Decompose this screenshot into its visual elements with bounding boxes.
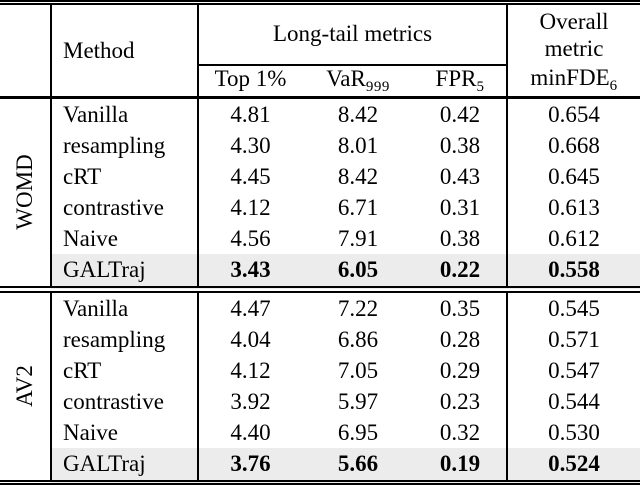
value-cell: 7.22 [337,295,379,321]
value-cell: 0.42 [439,101,481,127]
value-cell: 0.612 [506,223,640,255]
value-cell: 3.76 [197,448,302,483]
table-row-highlighted: GALTraj 3.43 6.05 0.22 0.558 [0,254,640,293]
value-cell: 0.19 [414,448,508,483]
value-cell: 8.01 [337,132,379,158]
value-cell: 0.38 [439,132,481,158]
table-row: Naive 4.56 7.91 0.38 0.612 [0,223,640,255]
table-row: contrastive 4.12 6.71 0.31 0.613 [0,192,640,224]
value-cell: 0.28 [439,327,481,352]
value-cell: 4.12 [197,192,302,224]
value-cell: 0.29 [439,357,481,383]
value-cell: 4.47 [197,289,302,325]
value-cell: 0.32 [439,419,481,445]
value-cell: 6.05 [302,254,414,293]
value-cell: 0.613 [506,192,640,224]
value-cell: 0.38 [439,225,481,251]
table-row-highlighted: GALTraj 3.76 5.66 0.19 0.524 [0,448,640,483]
value-cell: 0.35 [439,295,481,321]
value-cell: 0.547 [506,355,640,387]
value-cell: 7.91 [337,225,379,251]
table-row: resampling 4.30 8.01 0.38 0.668 [0,130,640,162]
value-cell: 6.71 [337,194,379,220]
value-cell: 0.571 [506,324,640,356]
value-cell: 4.45 [197,161,302,193]
table-row: resampling 4.04 6.86 0.28 0.571 [0,324,640,356]
table-row: WOMD Vanilla 4.81 8.42 0.42 0.654 [0,97,640,293]
method-cell: GALTraj [50,254,198,293]
column-header-top1: Top 1% [197,64,302,99]
method-cell: Vanilla [50,289,198,325]
group-label-womd: WOMD [0,97,51,293]
method-cell: Naive [50,417,198,449]
group-label-av2: AV2 [0,289,51,482]
method-cell: Vanilla [50,97,198,131]
value-cell: 0.524 [506,448,640,483]
value-cell: 8.42 [337,101,379,127]
value-cell: 4.40 [197,417,302,449]
value-cell: 0.544 [506,386,640,418]
value-cell: 4.30 [197,130,302,162]
value-cell: 0.654 [506,97,640,131]
value-cell: 0.558 [506,254,640,293]
group-label-womd-text: WOMD [12,154,37,231]
column-header-minfde: minFDE6 [506,64,640,99]
table-row: contrastive 3.92 5.97 0.23 0.544 [0,386,640,418]
group-label-av2-text: AV2 [12,365,37,408]
table-row: AV2 Vanilla 4.47 7.22 0.35 0.545 [0,289,640,407]
method-cell: resampling [50,130,198,162]
method-cell: cRT [50,161,198,193]
value-cell: 0.530 [506,417,640,449]
value-cell: 0.545 [506,289,640,325]
method-column-header: Method [50,2,198,99]
value-cell: 3.92 [197,386,302,418]
value-cell: 3.43 [197,254,302,293]
column-header-fpr: FPR5 [414,64,508,99]
value-cell: 4.04 [197,324,302,356]
method-cell: Naive [50,223,198,255]
value-cell: 0.23 [439,388,481,414]
overall-group-header-line1: Overall [539,8,609,34]
value-cell: 0.43 [439,163,481,189]
value-cell: 0.668 [506,130,640,162]
header-row-groups: Method Long-tail metrics Overall metric [0,2,640,99]
value-cell: 4.12 [197,355,302,387]
table-row: cRT 4.12 7.05 0.29 0.547 [0,355,640,387]
overall-group-header: Overall metric [506,2,640,65]
value-cell: 0.22 [414,254,508,293]
method-cell: cRT [50,355,198,387]
value-cell: 6.86 [337,327,379,352]
value-cell: 8.42 [337,163,379,189]
value-cell: 5.66 [302,448,414,483]
value-cell: 6.95 [337,419,379,445]
method-cell: contrastive [50,192,198,224]
value-cell: 0.31 [439,194,481,220]
longtail-group-header: Long-tail metrics [196,2,508,66]
method-cell: resampling [50,324,198,356]
column-header-var: VaR999 [302,64,414,99]
table-row: cRT 4.45 8.42 0.43 0.645 [0,161,640,193]
table-row: Naive 4.40 6.95 0.32 0.530 [0,417,640,449]
method-cell: GALTraj [50,448,198,483]
value-cell: 5.97 [337,388,379,414]
value-cell: 7.05 [337,357,379,383]
header-row-metrics: Top 1% VaR999 FPR5 minFDE6 [0,64,640,99]
value-cell: 0.645 [506,161,640,193]
method-cell: contrastive [50,386,198,418]
value-cell: 4.81 [197,97,302,131]
value-cell: 4.56 [197,223,302,255]
overall-group-header-line2: metric [544,35,604,61]
corner-cell [0,2,51,99]
